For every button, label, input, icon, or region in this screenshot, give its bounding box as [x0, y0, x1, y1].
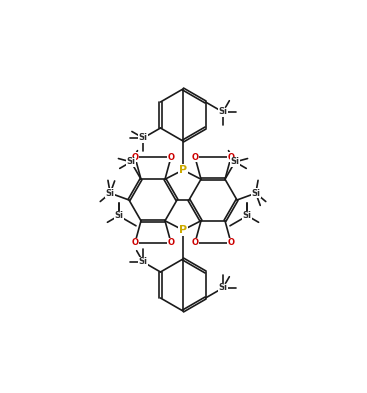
Text: Si: Si [230, 157, 240, 166]
Text: O: O [192, 153, 199, 162]
Text: Si: Si [106, 189, 115, 198]
Text: Si: Si [114, 211, 123, 220]
Text: Si: Si [218, 108, 227, 116]
Text: Si: Si [127, 157, 135, 166]
Text: Si: Si [139, 134, 148, 143]
Text: O: O [228, 153, 235, 162]
Text: Si: Si [139, 257, 148, 266]
Text: Si: Si [243, 211, 252, 220]
Text: O: O [167, 238, 174, 247]
Text: O: O [131, 153, 138, 162]
Text: P: P [179, 225, 187, 235]
Text: O: O [192, 238, 199, 247]
Text: Si: Si [218, 283, 227, 292]
Text: O: O [167, 153, 174, 162]
Text: O: O [228, 238, 235, 247]
Text: Si: Si [251, 189, 260, 198]
Text: O: O [131, 238, 138, 247]
Text: P: P [179, 165, 187, 175]
